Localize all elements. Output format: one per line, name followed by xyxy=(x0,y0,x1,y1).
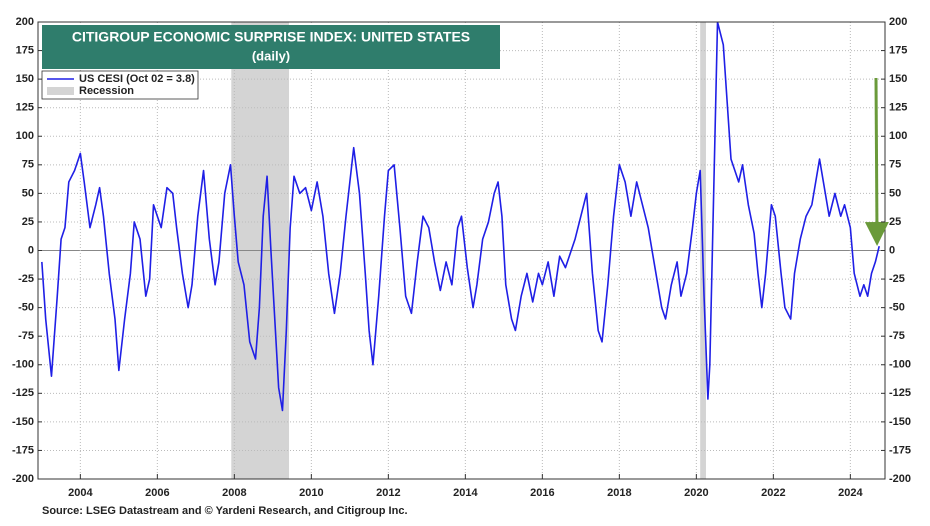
y2-tick-label: 25 xyxy=(889,216,901,228)
chart-title: CITIGROUP ECONOMIC SURPRISE INDEX: UNITE… xyxy=(72,29,470,45)
y-tick-label: 100 xyxy=(16,130,34,142)
y2-tick-label: -75 xyxy=(889,330,905,342)
x-tick-label: 2010 xyxy=(299,487,323,499)
x-tick-label: 2006 xyxy=(145,487,169,499)
y2-tick-label: 150 xyxy=(889,73,907,85)
legend-swatch xyxy=(47,87,74,95)
y-tick-label: 150 xyxy=(16,73,34,85)
y2-tick-label: -150 xyxy=(889,416,911,428)
x-tick-label: 2024 xyxy=(838,487,863,499)
y2-tick-label: 75 xyxy=(889,159,901,171)
y2-tick-label: 175 xyxy=(889,44,907,56)
y-tick-label: -200 xyxy=(12,473,34,485)
x-tick-label: 2008 xyxy=(222,487,246,499)
x-tick-label: 2018 xyxy=(607,487,631,499)
x-tick-label: 2016 xyxy=(530,487,554,499)
y2-tick-label: -125 xyxy=(889,387,911,399)
y-tick-label: -75 xyxy=(18,330,34,342)
y-tick-label: 175 xyxy=(16,44,34,56)
data-line xyxy=(41,22,880,412)
y-tick-label: 200 xyxy=(16,16,34,28)
x-tick-label: 2014 xyxy=(453,487,478,499)
y-tick-label: -175 xyxy=(12,444,34,456)
legend-label: US CESI (Oct 02 = 3.8) xyxy=(79,73,195,85)
y2-tick-label: -175 xyxy=(889,444,911,456)
y-tick-label: 125 xyxy=(16,102,34,114)
y-tick-label: 50 xyxy=(22,187,34,199)
y-tick-label: 75 xyxy=(22,159,34,171)
y2-tick-label: -25 xyxy=(889,273,905,285)
legend-label: Recession xyxy=(79,85,134,97)
x-tick-label: 2022 xyxy=(761,487,785,499)
y-tick-label: -50 xyxy=(18,302,34,314)
source-note: Source: LSEG Datastream and © Yardeni Re… xyxy=(42,505,408,517)
chart-subtitle: (daily) xyxy=(252,48,290,63)
y2-tick-label: 100 xyxy=(889,130,907,142)
x-tick-label: 2020 xyxy=(684,487,708,499)
x-tick-label: 2012 xyxy=(376,487,400,499)
y-tick-label: 25 xyxy=(22,216,34,228)
y2-tick-label: -200 xyxy=(889,473,911,485)
x-tick-label: 2004 xyxy=(68,487,93,499)
y-tick-label: 0 xyxy=(28,244,34,256)
y-tick-label: -25 xyxy=(18,273,34,285)
y2-tick-label: 0 xyxy=(889,244,895,256)
y-tick-label: -100 xyxy=(12,359,34,371)
y2-tick-label: 50 xyxy=(889,187,901,199)
y2-tick-label: 125 xyxy=(889,102,907,114)
y2-tick-label: 200 xyxy=(889,16,907,28)
y2-tick-label: -100 xyxy=(889,359,911,371)
title-box xyxy=(42,25,500,69)
annotation-arrow xyxy=(864,77,889,246)
y2-tick-label: -50 xyxy=(889,302,905,314)
y-tick-label: -125 xyxy=(12,387,34,399)
y-tick-label: -150 xyxy=(12,416,34,428)
